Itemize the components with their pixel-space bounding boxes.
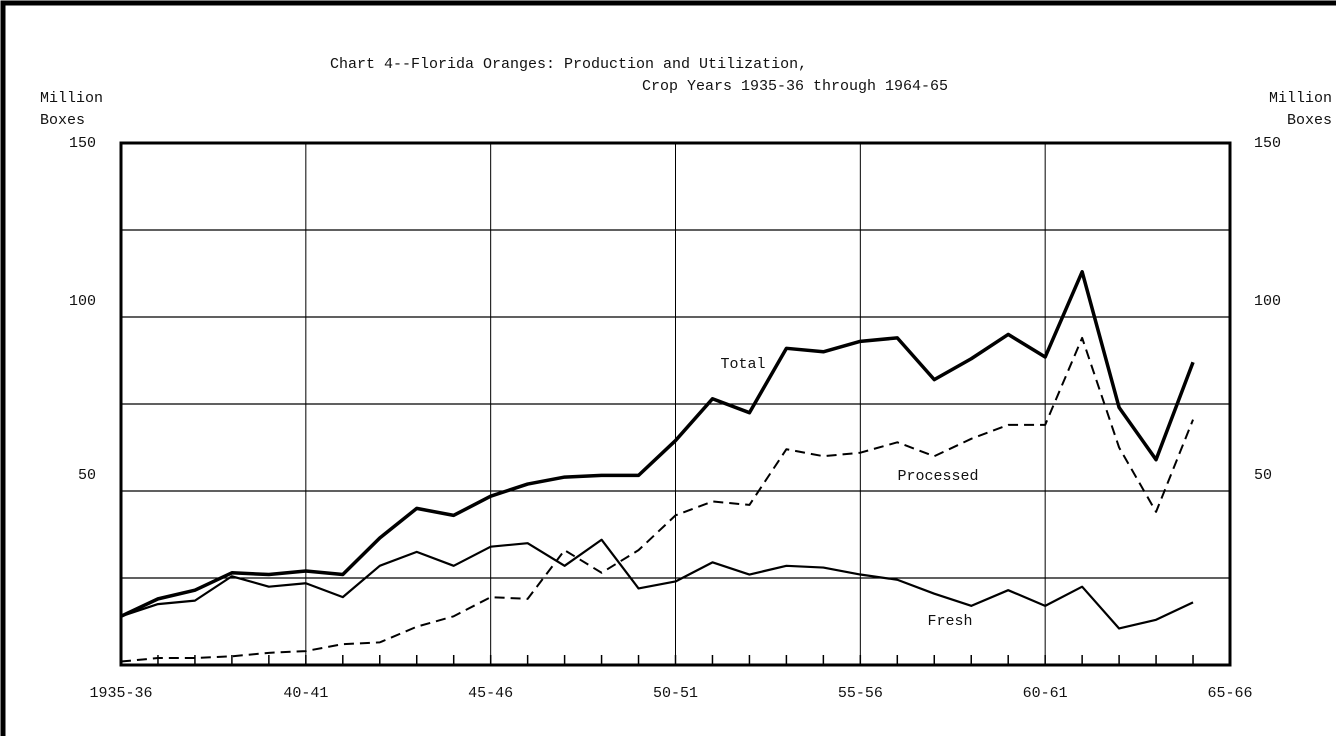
series-label: Fresh <box>927 613 972 630</box>
y-axis-label: Million <box>40 90 103 107</box>
y2-axis-label: Million <box>1269 90 1332 107</box>
y2-tick-label: 50 <box>1254 467 1272 484</box>
y-tick-label: 100 <box>69 293 96 310</box>
chart-title: Chart 4--Florida Oranges: Production and… <box>330 56 807 73</box>
x-tick-label: 45-46 <box>468 685 513 702</box>
series-label: Total <box>720 356 765 373</box>
y2-tick-label: 150 <box>1254 135 1281 152</box>
y2-axis-label: Boxes <box>1287 112 1332 129</box>
y2-tick-label: 100 <box>1254 293 1281 310</box>
x-tick-label: 40-41 <box>283 685 328 702</box>
series-line <box>120 270 1195 618</box>
y-tick-label: 50 <box>78 467 96 484</box>
x-tick-label: 50-51 <box>653 685 698 702</box>
series-line <box>120 538 1194 630</box>
series-label: Processed <box>897 468 978 485</box>
plot-frame <box>119 141 1232 667</box>
x-tick-label: 55-56 <box>838 685 883 702</box>
y-tick-label: 150 <box>69 135 96 152</box>
y-axis-label: Boxes <box>40 112 85 129</box>
x-tick-label: 65-66 <box>1207 685 1252 702</box>
x-tick-label: 1935-36 <box>89 685 152 702</box>
x-tick-label: 60-61 <box>1023 685 1068 702</box>
series-line <box>120 336 1194 663</box>
chart-subtitle: Crop Years 1935-36 through 1964-65 <box>642 78 948 95</box>
